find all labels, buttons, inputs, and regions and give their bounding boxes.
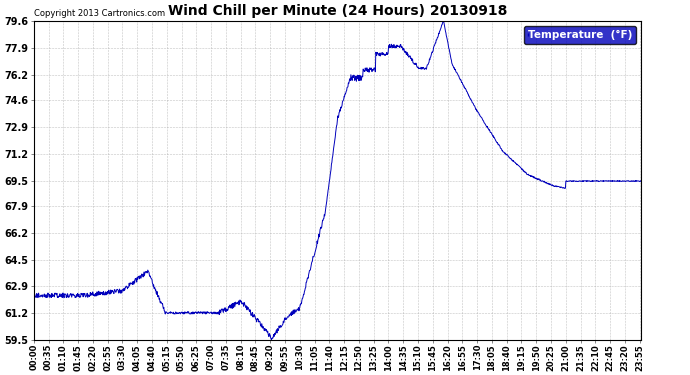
Text: Copyright 2013 Cartronics.com: Copyright 2013 Cartronics.com [34,9,165,18]
Title: Wind Chill per Minute (24 Hours) 20130918: Wind Chill per Minute (24 Hours) 2013091… [168,4,507,18]
Legend: Temperature  (°F): Temperature (°F) [524,26,636,44]
